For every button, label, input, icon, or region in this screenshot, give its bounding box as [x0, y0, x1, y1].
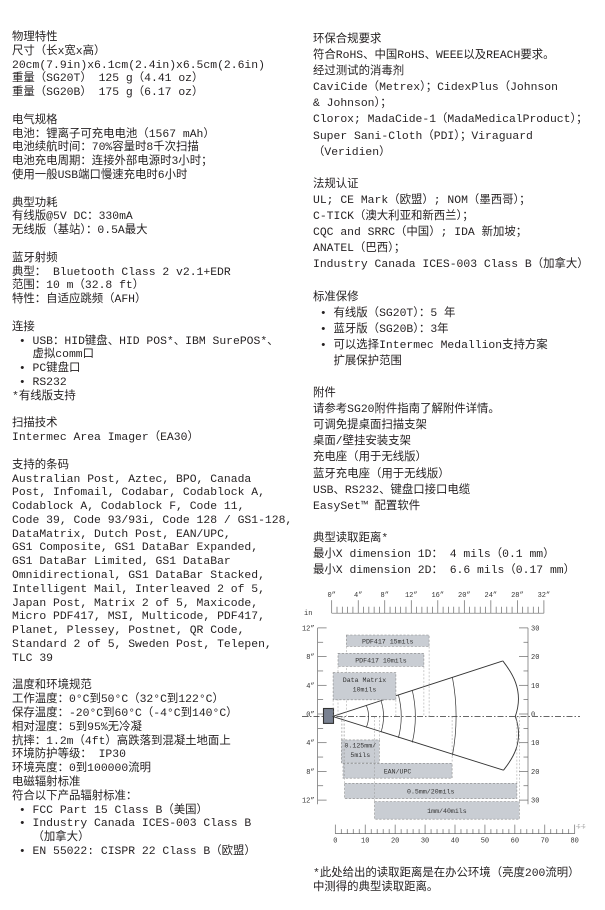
svg-text:10: 10 [531, 683, 539, 691]
svg-text:5mils: 5mils [350, 752, 370, 759]
svg-text:28”: 28” [511, 592, 524, 600]
svg-text:in: in [304, 610, 312, 618]
svg-text:0.5mm/20mils: 0.5mm/20mils [407, 788, 455, 795]
svg-text:16”: 16” [431, 592, 444, 600]
svg-text:20: 20 [531, 769, 539, 777]
svg-text:10mils: 10mils [353, 687, 377, 694]
svg-text:40: 40 [451, 838, 459, 846]
svg-text:12”: 12” [302, 625, 315, 633]
svg-text:20: 20 [531, 654, 539, 662]
svg-text:30: 30 [531, 798, 539, 806]
svg-text:8”: 8” [381, 592, 389, 600]
svg-text:4”: 4” [354, 592, 362, 600]
svg-text:Data Matrix: Data Matrix [343, 677, 387, 684]
svg-text:80: 80 [570, 838, 578, 846]
svg-text:4”: 4” [306, 740, 314, 748]
svg-text:20”: 20” [458, 592, 471, 600]
svg-text:PDF417 15mils: PDF417 15mils [362, 638, 413, 645]
svg-text:60: 60 [511, 838, 519, 846]
svg-text:4”: 4” [306, 683, 314, 691]
svg-text:10: 10 [361, 838, 369, 846]
svg-text:PDF417 10mils: PDF417 10mils [355, 657, 406, 664]
svg-text:1mm/40mils: 1mm/40mils [427, 808, 467, 815]
svg-text:0: 0 [333, 838, 337, 846]
svg-text:10: 10 [531, 740, 539, 748]
svg-text:30: 30 [421, 838, 429, 846]
svg-text:0.125mm/: 0.125mm/ [344, 742, 376, 749]
svg-text:0: 0 [531, 712, 535, 720]
svg-text:0”: 0” [327, 592, 335, 600]
svg-text:EAN/UPC: EAN/UPC [384, 768, 412, 775]
svg-text:20: 20 [391, 838, 399, 846]
svg-text:12”: 12” [405, 592, 418, 600]
svg-text:卡卡: 卡卡 [576, 824, 586, 831]
svg-text:8”: 8” [306, 654, 314, 662]
svg-text:30: 30 [531, 625, 539, 633]
svg-text:24”: 24” [485, 592, 498, 600]
svg-text:0”: 0” [306, 712, 314, 720]
svg-text:32”: 32” [538, 592, 551, 600]
svg-text:50: 50 [481, 838, 489, 846]
svg-text:12”: 12” [302, 798, 315, 806]
svg-text:70: 70 [541, 838, 549, 846]
svg-text:8”: 8” [306, 769, 314, 777]
